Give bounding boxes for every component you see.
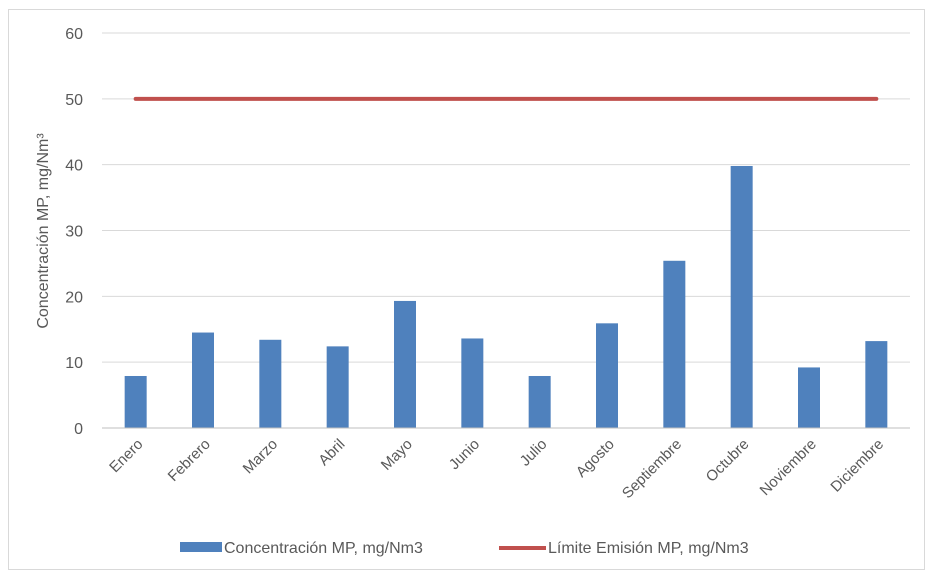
bar-julio xyxy=(528,375,551,428)
chart-frame xyxy=(8,9,925,570)
x-tick-label: Septiembre xyxy=(619,436,685,502)
bar-junio xyxy=(461,338,484,428)
x-tick-label: Abril xyxy=(315,436,348,469)
y-tick-label: 0 xyxy=(74,421,83,438)
bar-marzo xyxy=(259,339,282,428)
x-tick-label: Marzo xyxy=(240,436,281,477)
x-tick-label: Diciembre xyxy=(827,436,887,496)
y-axis-title: Concentración MP, mg/Nm³ xyxy=(35,133,52,329)
legend-label-line: Límite Emisión MP, mg/Nm3 xyxy=(548,540,749,557)
bar-octubre xyxy=(730,165,753,428)
bar-febrero xyxy=(192,332,214,428)
x-tick-label: Agosto xyxy=(573,436,618,481)
x-tick-label: Febrero xyxy=(165,436,214,485)
gridlines xyxy=(102,32,910,429)
bar-mayo xyxy=(394,300,416,428)
y-tick-label: 10 xyxy=(65,355,83,372)
x-tick-label: Octubre xyxy=(703,436,753,486)
bar-septiembre xyxy=(663,260,686,428)
y-tick-label: 30 xyxy=(65,224,83,241)
bar-diciembre xyxy=(865,341,888,428)
bar-enero xyxy=(124,375,147,428)
x-tick-label: Junio xyxy=(446,436,483,473)
bar-agosto xyxy=(596,323,618,428)
y-tick-label: 40 xyxy=(65,158,83,175)
legend: Concentración MP, mg/Nm3 Límite Emisión … xyxy=(180,540,749,557)
bar-abril xyxy=(326,346,349,428)
legend-swatch-bars xyxy=(180,542,222,552)
bar-noviembre xyxy=(798,367,820,428)
y-tick-label: 50 xyxy=(65,92,83,109)
y-tick-label: 20 xyxy=(65,289,83,306)
x-tick-label: Noviembre xyxy=(757,436,820,499)
x-tick-label: Enero xyxy=(106,436,146,476)
y-tick-label: 60 xyxy=(65,26,83,43)
legend-label-bars: Concentración MP, mg/Nm3 xyxy=(224,540,423,557)
x-tick-label: Julio xyxy=(517,436,551,470)
x-tick-label: Mayo xyxy=(378,436,416,474)
bar-series xyxy=(124,165,888,428)
